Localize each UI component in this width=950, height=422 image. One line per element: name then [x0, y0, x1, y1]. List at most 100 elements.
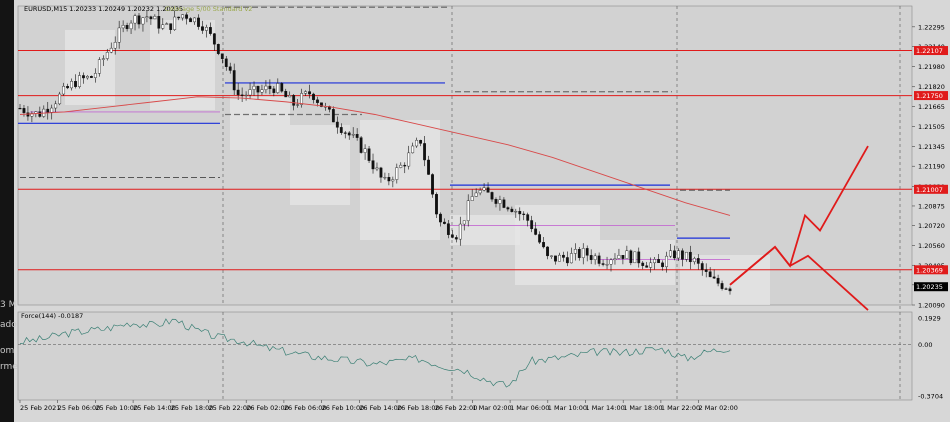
- candle-body: [490, 192, 494, 200]
- candle-body: [363, 148, 367, 153]
- candle-body: [173, 16, 177, 30]
- candle-body: [169, 23, 173, 30]
- candle-body: [284, 91, 288, 98]
- moving-average-line: [19, 96, 731, 216]
- candle-body: [149, 16, 153, 20]
- candle-body: [371, 160, 375, 170]
- price-marker-label: 1.21007: [916, 186, 943, 194]
- candle-body: [617, 255, 621, 259]
- candle-body: [78, 75, 81, 87]
- candle-body: [240, 94, 244, 96]
- candle-body: [58, 93, 62, 105]
- candle-body: [74, 81, 77, 87]
- candle-body: [109, 47, 113, 53]
- indicator-series-line: [19, 318, 731, 388]
- candle-body: [649, 262, 653, 268]
- candle-body: [248, 89, 252, 96]
- candle-body: [546, 246, 549, 257]
- candle-body: [113, 42, 117, 49]
- candle-body: [502, 199, 506, 208]
- candle-body: [514, 211, 518, 213]
- indicator-label: Force(144) -0.0187: [21, 312, 83, 320]
- candle-body: [256, 85, 260, 93]
- candle-body: [581, 248, 585, 258]
- candle-body: [446, 223, 450, 235]
- price-tick-label: 1.21345: [918, 143, 945, 151]
- candle-body: [93, 73, 97, 78]
- candle-body: [704, 269, 708, 272]
- candle-body: [208, 27, 212, 34]
- candle-body: [82, 75, 85, 79]
- candle-body: [593, 255, 597, 260]
- left-strip-text-4: rme: [0, 362, 18, 372]
- candle-body: [641, 262, 645, 266]
- indicator-tick-label: 0.1929: [918, 315, 941, 323]
- candle-body: [347, 132, 351, 136]
- candle-body: [466, 200, 470, 221]
- candle-body: [601, 263, 605, 265]
- candle-body: [125, 25, 129, 30]
- candle-body: [18, 107, 22, 110]
- candle-body: [637, 251, 641, 264]
- candle-body: [264, 85, 268, 90]
- candle-body: [101, 58, 105, 60]
- candle-body: [145, 16, 149, 18]
- candle-body: [716, 277, 720, 284]
- candle-body: [625, 250, 629, 259]
- indicator-tick-label: 0.00: [918, 341, 932, 349]
- candle-body: [677, 250, 680, 259]
- candle-body: [216, 43, 220, 54]
- candle-body: [312, 93, 315, 101]
- candle-body: [292, 95, 296, 106]
- indicator-tick-label: -0.3704: [918, 393, 943, 401]
- price-tick-label: 1.20875: [918, 202, 945, 210]
- time-tick-label: 25 Feb 06:00: [58, 404, 101, 412]
- candle-body: [54, 103, 58, 109]
- projection-down: [729, 245, 869, 311]
- candle-body: [296, 104, 300, 106]
- time-tick-label: 25 Feb 10:00: [95, 404, 138, 412]
- time-tick-label: 1 Mar 02:00: [472, 404, 511, 412]
- candle-body: [407, 152, 411, 167]
- candle-body: [526, 214, 530, 221]
- candle-body: [86, 76, 89, 79]
- candle-body: [379, 167, 383, 178]
- price-tick-label: 1.20720: [918, 222, 945, 230]
- candle-body: [197, 17, 200, 27]
- candle-body: [427, 159, 430, 175]
- indicator-note: Colorage 5/00 Standard v2: [165, 5, 252, 13]
- candle-body: [661, 262, 664, 268]
- candle-body: [70, 81, 73, 89]
- session-box-4: [360, 120, 440, 240]
- candle-body: [121, 25, 125, 29]
- time-tick-label: 2 Mar 02:00: [699, 404, 738, 412]
- candle-body: [684, 251, 688, 260]
- candle-body: [605, 264, 609, 266]
- candle-body: [454, 237, 458, 240]
- price-marker-label: 1.21750: [916, 92, 943, 100]
- price-tick-label: 1.22295: [918, 23, 945, 31]
- candle-body: [339, 127, 343, 133]
- candle-body: [506, 207, 510, 210]
- candle-body: [431, 174, 434, 195]
- candle-body: [304, 91, 307, 94]
- candle-body: [367, 148, 371, 161]
- candle-body: [609, 259, 613, 265]
- candle-body: [105, 52, 109, 59]
- candle-body: [403, 164, 407, 167]
- candle-body: [161, 24, 165, 29]
- price-tick-label: 1.21980: [918, 63, 945, 71]
- candle-body: [351, 134, 355, 136]
- candle-body: [458, 223, 462, 240]
- candle-body: [474, 192, 478, 197]
- session-box-2: [230, 95, 290, 150]
- candle-body: [177, 16, 181, 19]
- candle-body: [97, 59, 101, 74]
- candle-body: [419, 139, 423, 144]
- candle-body: [669, 250, 672, 257]
- candle-body: [228, 66, 232, 71]
- session-box-3: [290, 125, 350, 205]
- session-box-0: [65, 30, 115, 105]
- candle-body: [450, 234, 454, 238]
